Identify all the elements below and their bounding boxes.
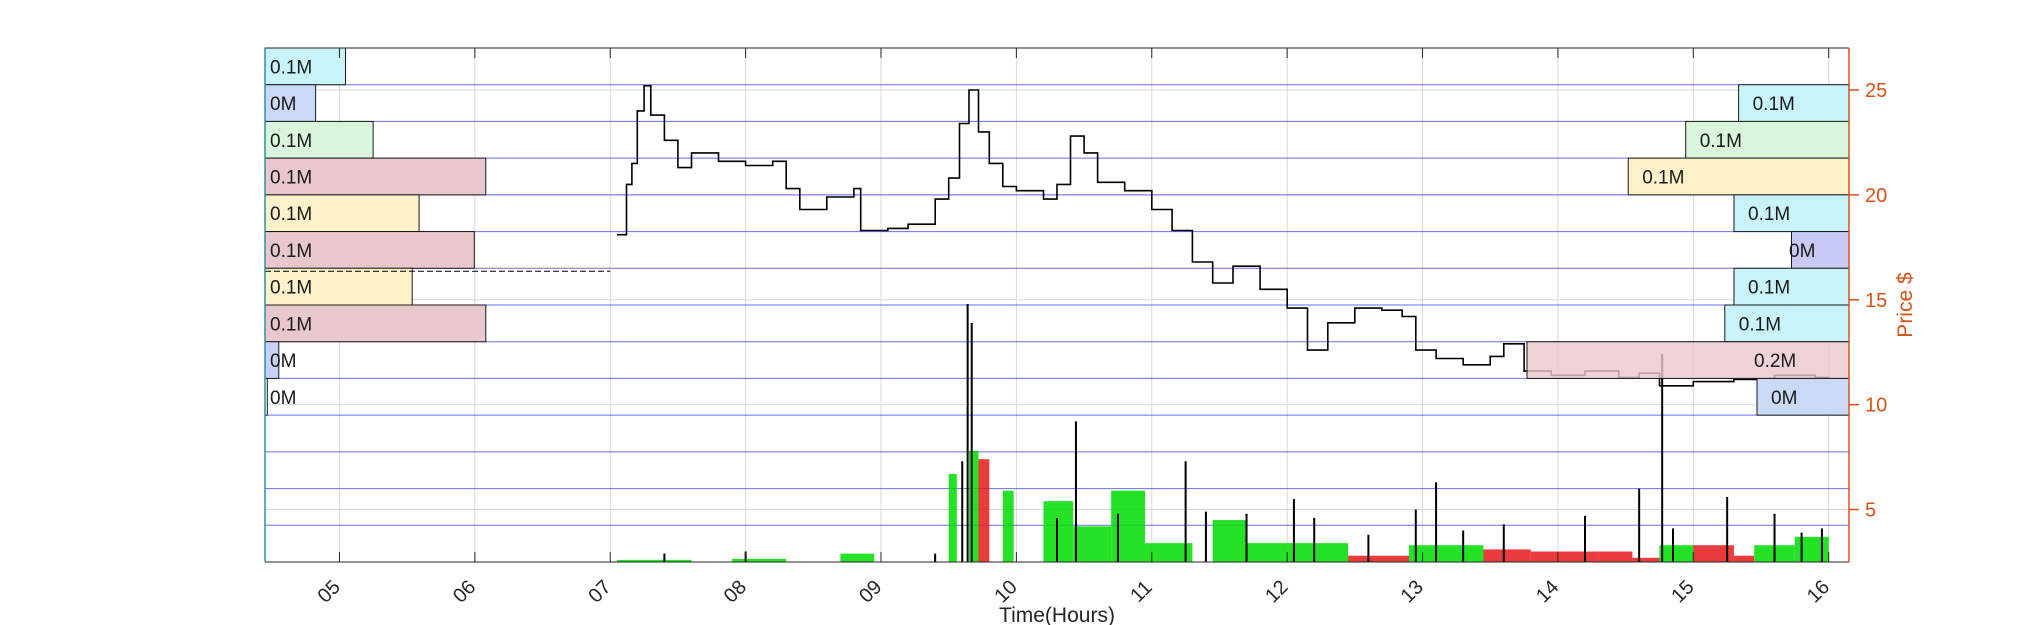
volume-profile-label: 0.1M bbox=[270, 131, 312, 152]
y-right-tick-label: 20 bbox=[1865, 185, 1887, 207]
volume-profile-label: 0.1M bbox=[1748, 204, 1790, 225]
volume-bar bbox=[840, 553, 875, 562]
volume-profile-bar bbox=[1526, 341, 1850, 379]
volume-profile-bar bbox=[1733, 194, 1850, 233]
volume-profile-bar bbox=[264, 231, 475, 269]
volume-profile-label: 0M bbox=[270, 388, 296, 409]
volume-profile-bar bbox=[264, 304, 487, 343]
x-tick-label: 16 bbox=[1803, 576, 1834, 607]
volume-profile-label: 0M bbox=[1771, 388, 1797, 409]
volume-bar bbox=[1287, 543, 1349, 562]
volume-bar bbox=[1632, 557, 1660, 562]
volume-profile-bar bbox=[1627, 157, 1850, 196]
volume-profile-label: 0.1M bbox=[270, 314, 312, 335]
x-tick-label: 05 bbox=[314, 576, 345, 607]
volume-profile-label: 0.1M bbox=[1700, 131, 1742, 152]
volume-profile-label: 0.1M bbox=[270, 241, 312, 262]
volume-profile-label: 0.1M bbox=[1739, 314, 1781, 335]
x-tick-label: 09 bbox=[855, 576, 886, 607]
x-tick-label: 14 bbox=[1532, 576, 1563, 607]
volume-profile-bar bbox=[264, 120, 374, 159]
volume-bar bbox=[978, 459, 990, 562]
volume-bar bbox=[1483, 549, 1531, 562]
price-path bbox=[617, 85, 1830, 387]
volume-bar bbox=[1733, 555, 1755, 562]
x-tick-label: 06 bbox=[449, 576, 480, 607]
volume-profile-right: 0.1M 0.1M 0.1M 0.1M 0M 0.1M 0.1M 0.2M 0M bbox=[1526, 84, 1850, 416]
y-right-tick-label: 10 bbox=[1865, 395, 1887, 417]
volume-bar bbox=[1794, 536, 1829, 562]
volume-bar bbox=[1348, 555, 1409, 562]
y-right-tick-label: 25 bbox=[1865, 80, 1887, 102]
volume-profile-label: 0M bbox=[270, 351, 296, 372]
x-tick-label: 15 bbox=[1667, 576, 1698, 607]
volume-profile-label: 0.1M bbox=[270, 168, 312, 189]
y-right-tick-label: 5 bbox=[1865, 500, 1876, 522]
volume-bar bbox=[1002, 490, 1014, 562]
x-tick-label: 13 bbox=[1397, 576, 1428, 607]
volume-profile-bar bbox=[264, 84, 317, 122]
volume-bar bbox=[1246, 543, 1288, 562]
volume-profile-label: 0M bbox=[270, 94, 296, 115]
x-tick-label: 12 bbox=[1261, 576, 1292, 607]
volume-bar bbox=[1598, 551, 1633, 562]
volume-bar bbox=[969, 450, 979, 562]
volume-profile-label: 0.1M bbox=[1748, 278, 1790, 299]
volume-bar bbox=[617, 559, 692, 562]
volume-profile-bar bbox=[1738, 84, 1850, 122]
volume-bar bbox=[1659, 545, 1694, 562]
right-axis-title: Price $ bbox=[1894, 272, 1917, 338]
volume-profile-label: 0.1M bbox=[270, 57, 312, 78]
volume-profile-bar bbox=[264, 157, 487, 196]
x-tick-label: 10 bbox=[990, 576, 1021, 607]
volume-bar bbox=[1073, 526, 1112, 562]
volume-bar bbox=[1409, 545, 1484, 562]
volume-profile-label: 0.1M bbox=[1753, 94, 1795, 115]
volume-profile-label: 0.1M bbox=[1642, 168, 1684, 189]
volume-profile-label: 0M bbox=[1789, 241, 1815, 262]
volume-profile-bar bbox=[264, 267, 413, 306]
volume-bar bbox=[1145, 543, 1193, 562]
volume-bar bbox=[732, 558, 787, 562]
volume-bar bbox=[948, 473, 957, 562]
volume-profile-left: 0.1M 0M 0.1M 0.1M 0.1M 0.1M 0.1M 0.1M 0M 0M bbox=[264, 47, 611, 416]
volume-bar bbox=[1043, 501, 1074, 562]
x-tick-label: 08 bbox=[720, 576, 751, 607]
x-tick-label: 11 bbox=[1126, 577, 1156, 607]
x-axis-title: Time(Hours) bbox=[999, 604, 1115, 625]
volume-profile-label: 0.1M bbox=[270, 278, 312, 299]
volume-profile-bar bbox=[264, 47, 346, 86]
volume-profile-bar bbox=[1685, 120, 1850, 159]
volume-bars bbox=[617, 303, 1829, 562]
y-right-tick-label: 15 bbox=[1865, 290, 1887, 312]
volume-profile-label: 0.1M bbox=[270, 204, 312, 225]
volume-bar bbox=[1111, 490, 1145, 562]
volume-profile-bar bbox=[1756, 377, 1850, 416]
volume-bar bbox=[1693, 545, 1734, 562]
volume-profile-label: 0.2M bbox=[1754, 351, 1796, 372]
volume-bar bbox=[1212, 520, 1247, 562]
price-line bbox=[617, 85, 1830, 387]
x-tick-label: 07 bbox=[584, 576, 615, 607]
volume-bar bbox=[1530, 551, 1599, 562]
